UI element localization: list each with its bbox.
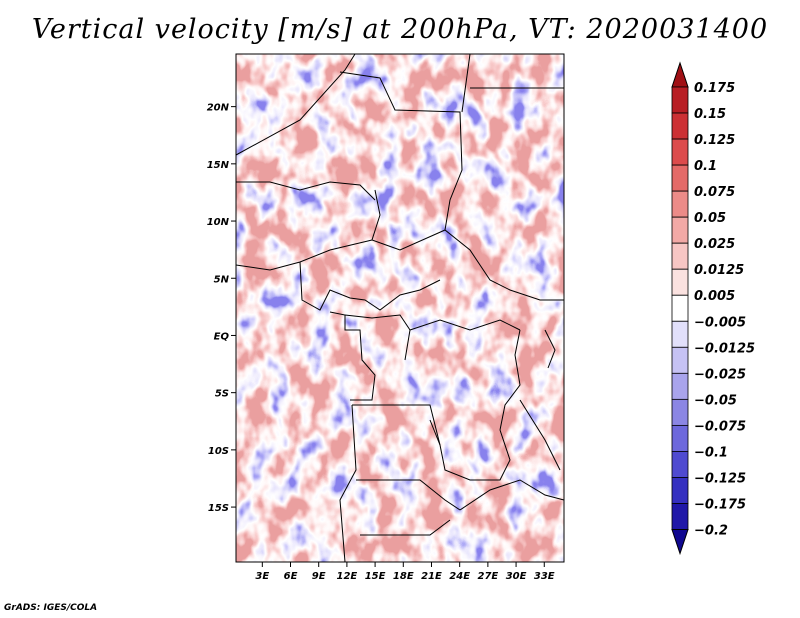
border-line <box>339 404 357 562</box>
y-tick-label: EQ <box>214 331 230 342</box>
colorbar-label: 0.05 <box>694 211 726 226</box>
footer-credit: GrADS: IGES/COLA <box>4 603 98 613</box>
colorbar-segment <box>671 268 689 296</box>
y-tick-label: 15N <box>207 160 230 171</box>
border-line <box>344 314 411 361</box>
colorbar-label: −0.125 <box>694 471 746 486</box>
plot-frame <box>235 53 565 563</box>
x-tick-label: 6E <box>284 571 298 582</box>
colorbar-label: −0.025 <box>694 367 746 382</box>
colorbar-segment <box>671 398 689 426</box>
border-line <box>499 329 521 431</box>
border-line <box>236 54 356 156</box>
colorbar-segment <box>671 477 689 504</box>
colorbar-label: 0.1 <box>694 159 717 174</box>
colorbar-segment <box>671 451 689 478</box>
chart-title: Vertical velocity [m/s] at 200hPa, VT: 2… <box>31 14 769 45</box>
country-borders <box>236 54 564 562</box>
border-line <box>329 311 376 401</box>
velocity-field <box>236 54 564 562</box>
x-tick-label: 30E <box>506 571 527 582</box>
colorbar-label: 0.025 <box>694 237 735 252</box>
colorbar-label: −0.0125 <box>694 341 755 356</box>
colorbar-segment <box>671 138 689 166</box>
colorbar-segment <box>671 86 689 114</box>
colorbar-segment <box>671 190 689 218</box>
border-line <box>360 519 451 536</box>
x-tick-label: 33E <box>534 571 555 582</box>
border-line <box>236 181 376 201</box>
x-axis-ticks: 3E 6E 9E 12E 15E 18E 21E 24E 27E 30E 33E <box>255 562 555 582</box>
y-axis-ticks: 20N 15N 10N 5N EQ 5S 10S 15S <box>207 103 236 514</box>
border-line <box>352 404 441 446</box>
border-line <box>519 399 561 471</box>
x-tick-label: 12E <box>337 571 358 582</box>
colorbar-bottom-arrow <box>671 529 689 556</box>
colorbar-segment <box>671 112 689 140</box>
colorbar-label: 0.0125 <box>694 263 744 278</box>
colorbar-label: −0.05 <box>694 393 737 408</box>
border-line <box>371 189 564 301</box>
y-tick-label: 15S <box>208 503 229 514</box>
x-tick-label: 15E <box>365 571 386 582</box>
colorbar-label: −0.005 <box>694 315 746 330</box>
x-tick-label: 27E <box>477 571 498 582</box>
colorbar-label: 0.075 <box>694 185 735 200</box>
colorbar: 0.175 0.15 0.125 0.1 0.075 0.05 0.025 0.0125 0.0… <box>671 61 755 556</box>
border-line <box>409 319 521 331</box>
border-line <box>461 54 471 113</box>
y-tick-label: 10S <box>208 446 229 457</box>
colorbar-top-arrow <box>671 61 689 88</box>
colorbar-label: 0.125 <box>694 133 735 148</box>
y-tick-label: 10N <box>207 217 230 228</box>
colorbar-segment <box>671 294 689 322</box>
x-tick-label: 24E <box>449 571 470 582</box>
colorbar-label: −0.2 <box>694 524 728 539</box>
border-line <box>299 261 441 311</box>
border-line <box>544 329 556 369</box>
border-line <box>339 71 463 231</box>
colorbar-label: −0.175 <box>694 497 746 512</box>
x-tick-label: 21E <box>421 571 442 582</box>
y-tick-label: 20N <box>207 103 230 114</box>
y-tick-label: 5N <box>214 274 230 285</box>
colorbar-segment <box>671 503 689 530</box>
colorbar-segment <box>671 320 689 348</box>
y-tick-label: 5S <box>215 389 229 400</box>
colorbar-label: 0.005 <box>694 289 735 304</box>
colorbar-segment <box>671 372 689 400</box>
border-line <box>356 479 461 511</box>
colorbar-label: 0.175 <box>694 81 735 96</box>
colorbar-label: −0.1 <box>694 445 728 460</box>
border-line <box>459 479 564 511</box>
colorbar-segment <box>671 424 689 452</box>
colorbar-label: 0.15 <box>694 107 726 122</box>
x-tick-label: 3E <box>255 571 269 582</box>
colorbar-label: −0.075 <box>694 419 746 434</box>
colorbar-segment <box>671 216 689 244</box>
colorbar-segment <box>671 164 689 192</box>
x-tick-label: 18E <box>393 571 414 582</box>
x-tick-label: 9E <box>312 571 326 582</box>
colorbar-segment <box>671 346 689 374</box>
colorbar-segment <box>671 242 689 270</box>
field-area <box>236 54 564 562</box>
